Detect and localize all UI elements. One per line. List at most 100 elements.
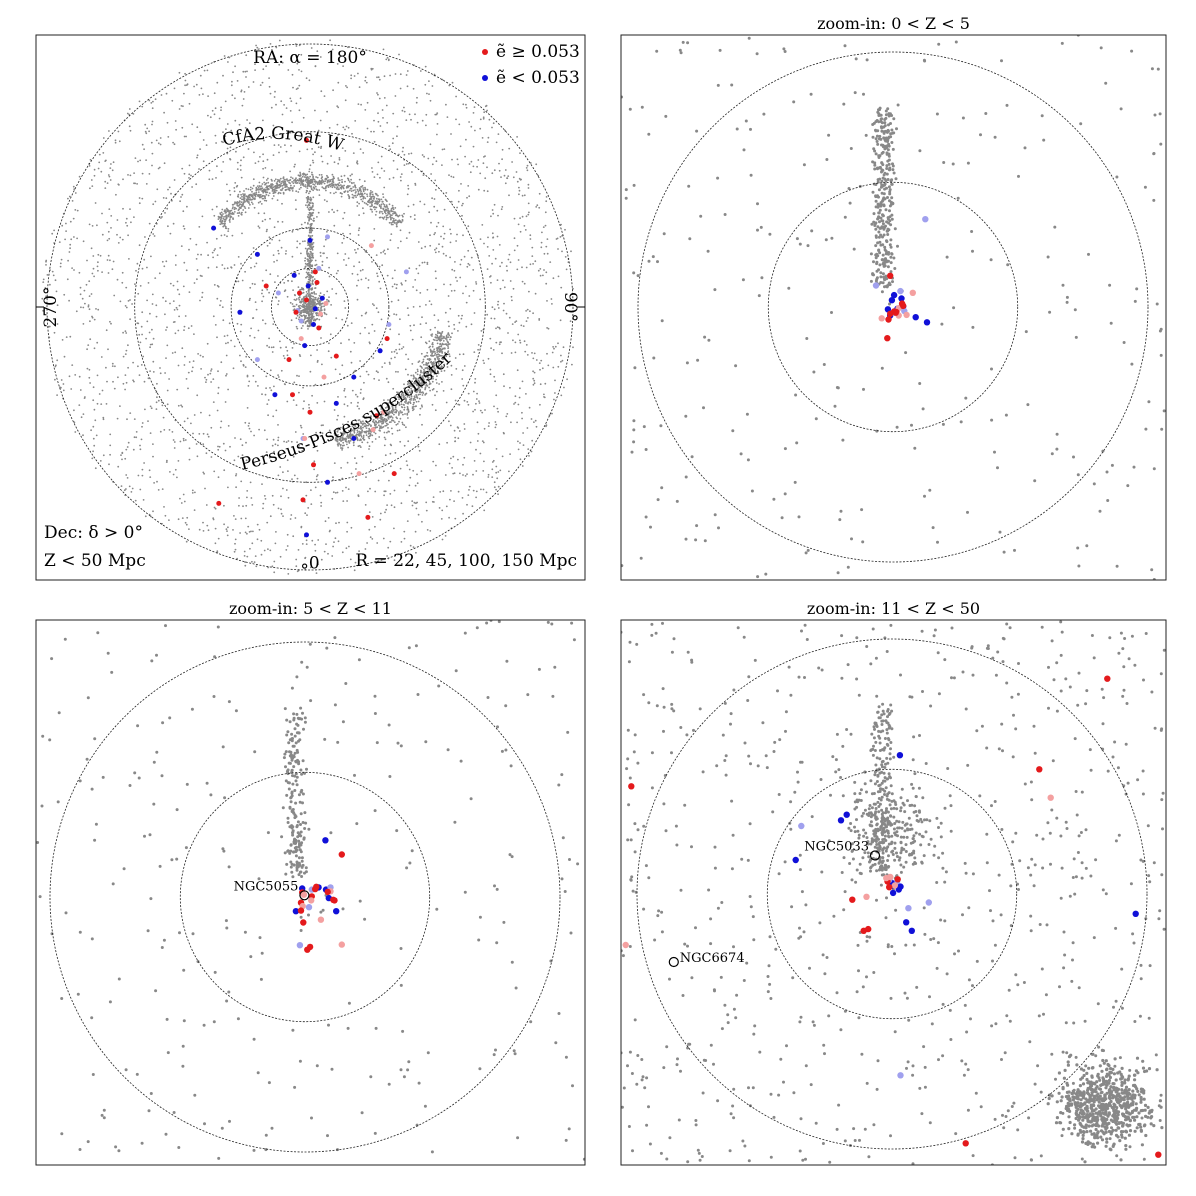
background-galaxy [176, 476, 178, 479]
background-galaxy [183, 420, 186, 423]
background-galaxy [359, 392, 362, 394]
background-galaxy [315, 176, 317, 178]
background-galaxy [553, 398, 555, 401]
background-galaxy [228, 213, 231, 215]
background-galaxy [167, 188, 169, 191]
background-galaxy [285, 441, 288, 443]
background-galaxy [329, 529, 331, 532]
background-galaxy [347, 446, 349, 449]
background-galaxy [453, 269, 456, 272]
background-galaxy [239, 169, 242, 171]
background-galaxy [164, 300, 167, 303]
background-galaxy [369, 536, 372, 539]
background-galaxy [350, 526, 353, 529]
background-galaxy [266, 521, 269, 524]
background-galaxy [392, 112, 395, 115]
background-galaxy [124, 330, 127, 333]
background-galaxy [542, 226, 545, 229]
background-galaxy [273, 450, 275, 453]
background-galaxy [355, 196, 357, 199]
background-galaxy [390, 504, 393, 507]
background-galaxy [159, 372, 162, 375]
background-galaxy [138, 244, 141, 247]
background-galaxy [241, 232, 243, 235]
background-galaxy [526, 169, 529, 172]
background-galaxy [88, 368, 91, 371]
background-galaxy [155, 315, 158, 318]
background-galaxy [305, 294, 308, 297]
background-galaxy [280, 369, 283, 372]
background-galaxy [332, 476, 334, 479]
background-galaxy [482, 488, 485, 491]
background-galaxy [173, 441, 176, 443]
background-galaxy [73, 236, 75, 238]
background-galaxy [442, 340, 445, 342]
background-galaxy [521, 266, 523, 269]
background-galaxy [520, 178, 522, 181]
background-galaxy [306, 199, 309, 201]
background-galaxy [180, 502, 183, 504]
background-galaxy [409, 215, 412, 218]
background-galaxy [483, 427, 486, 430]
background-galaxy [166, 403, 169, 406]
background-galaxy [535, 206, 538, 208]
background-galaxy [550, 298, 553, 300]
background-galaxy [477, 348, 479, 351]
background-galaxy [382, 117, 384, 119]
background-galaxy [262, 507, 264, 510]
background-galaxy [328, 342, 330, 345]
background-galaxy [297, 549, 300, 551]
background-galaxy [201, 291, 204, 294]
background-galaxy [341, 434, 343, 437]
background-galaxy [65, 230, 67, 233]
background-galaxy [240, 480, 243, 483]
background-galaxy [245, 199, 248, 202]
background-galaxy [392, 409, 395, 412]
background-galaxy [199, 299, 201, 302]
background-galaxy [79, 389, 82, 391]
background-galaxy [433, 314, 436, 317]
background-galaxy [93, 444, 96, 447]
background-galaxy [478, 400, 480, 402]
background-galaxy [401, 214, 404, 217]
background-galaxy [210, 381, 213, 383]
background-galaxy [220, 211, 223, 214]
background-galaxy [384, 212, 387, 215]
background-galaxy [428, 300, 431, 302]
background-galaxy [130, 221, 132, 224]
background-galaxy [421, 316, 423, 319]
background-galaxy [182, 210, 185, 213]
background-galaxy [371, 167, 373, 169]
background-galaxy [178, 71, 181, 74]
background-galaxy [140, 364, 143, 366]
background-galaxy [437, 361, 440, 364]
background-galaxy [139, 159, 142, 162]
background-galaxy [289, 179, 292, 181]
background-galaxy [135, 431, 138, 433]
background-galaxy [557, 365, 560, 368]
background-galaxy [305, 303, 308, 306]
background-galaxy [78, 375, 81, 378]
background-galaxy [359, 148, 362, 151]
background-galaxy [356, 284, 358, 287]
background-galaxy [415, 267, 418, 270]
background-galaxy [306, 272, 309, 275]
background-galaxy [233, 550, 236, 553]
background-galaxy [280, 100, 283, 103]
background-galaxy [248, 194, 251, 197]
background-galaxy [497, 300, 500, 303]
background-galaxy [234, 182, 237, 184]
background-galaxy [529, 310, 531, 313]
background-galaxy [358, 550, 360, 552]
background-galaxy [64, 238, 66, 241]
background-galaxy [474, 408, 476, 411]
background-galaxy [142, 355, 145, 358]
background-galaxy [304, 179, 307, 182]
background-galaxy [371, 193, 374, 196]
background-galaxy [412, 469, 415, 472]
background-galaxy [318, 295, 321, 297]
background-galaxy [416, 396, 418, 399]
background-galaxy [467, 225, 470, 228]
background-galaxy [351, 193, 354, 196]
background-galaxy [441, 148, 444, 151]
